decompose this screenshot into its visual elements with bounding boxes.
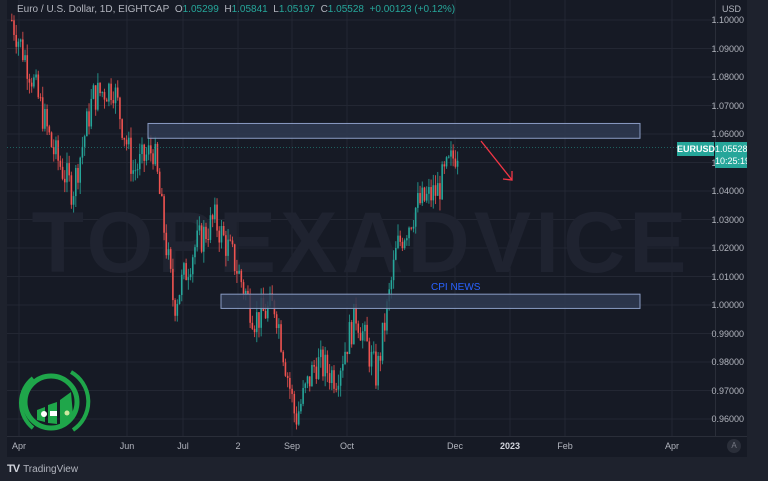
cpi-news-label[interactable]: CPI NEWS xyxy=(431,282,481,293)
time-tick: 2023 xyxy=(499,441,521,451)
last-price-tag: 1.05528 10:25:19 xyxy=(715,142,751,168)
price-tick: 1.10000 xyxy=(711,15,744,25)
price-tick: 0.96000 xyxy=(711,414,744,424)
open-value: 1.05299 xyxy=(182,4,219,15)
price-tick: 1.02000 xyxy=(711,243,744,253)
symbol-title: Euro / U.S. Dollar, 1D, EIGHTCAP xyxy=(17,4,170,15)
right-margin xyxy=(747,0,768,457)
growth-logo-icon xyxy=(19,370,91,432)
time-tick: Sep xyxy=(283,441,301,451)
price-tick: 1.08000 xyxy=(711,72,744,82)
chart-plot-area[interactable]: TOPEXADVICE Euro / U.S. Dollar, 1D, EIGH… xyxy=(7,0,715,436)
last-price: 1.05528 xyxy=(715,144,748,154)
time-scale[interactable]: Apr Jun Jul 2 Sep Oct Dec 2023 Feb Apr A xyxy=(7,436,747,458)
price-tick: 1.01000 xyxy=(711,271,744,282)
time-tick: Dec xyxy=(446,441,464,451)
logo-badge xyxy=(11,360,95,440)
time-tick: Jul xyxy=(177,441,189,451)
price-tick: 0.99000 xyxy=(711,328,744,339)
change-value: +0.00123 (+0.12%) xyxy=(369,4,456,15)
symbol-price-tag: EURUSD xyxy=(677,142,716,156)
auto-scale-button[interactable]: A xyxy=(727,439,741,453)
price-tick: 0.97000 xyxy=(711,385,744,396)
tradingview-logo-icon: TV xyxy=(7,463,20,475)
time-tick: Oct xyxy=(339,441,355,451)
tradingview-logo[interactable]: TV TradingView xyxy=(7,463,78,475)
currency-label: USD xyxy=(722,4,742,14)
brand-name: TradingView xyxy=(23,463,79,475)
price-tick: 1.04000 xyxy=(711,186,744,196)
price-tick: 1.07000 xyxy=(711,100,744,111)
price-tick: 1.03000 xyxy=(711,214,744,225)
price-tick: 1.06000 xyxy=(711,129,744,139)
price-tick: 1.09000 xyxy=(711,43,744,54)
time-tick: Jun xyxy=(119,441,135,451)
time-tick: 2 xyxy=(235,441,241,451)
close-value: 1.05528 xyxy=(327,4,364,15)
time-tick: Apr xyxy=(11,441,27,451)
price-scale[interactable]: USD 1.10000 1.09000 1.08000 1.07000 1.06000 1… xyxy=(711,0,748,436)
low-value: 1.05197 xyxy=(278,4,315,15)
footer-bar: TV TradingView xyxy=(0,457,768,481)
price-tick: 0.98000 xyxy=(711,357,744,367)
candlestick-series: TOPEXADVICE xyxy=(7,0,715,436)
time-tick: Feb xyxy=(557,441,573,451)
high-value: 1.05841 xyxy=(231,4,268,15)
svg-text:TOPEXADVICE: TOPEXADVICE xyxy=(32,195,691,291)
price-tick: 1.00000 xyxy=(711,300,744,310)
time-tick: Apr xyxy=(664,441,680,451)
symbol-legend: Euro / U.S. Dollar, 1D, EIGHTCAP O1.0529… xyxy=(17,4,456,15)
bar-countdown: 10:25:19 xyxy=(715,156,751,166)
